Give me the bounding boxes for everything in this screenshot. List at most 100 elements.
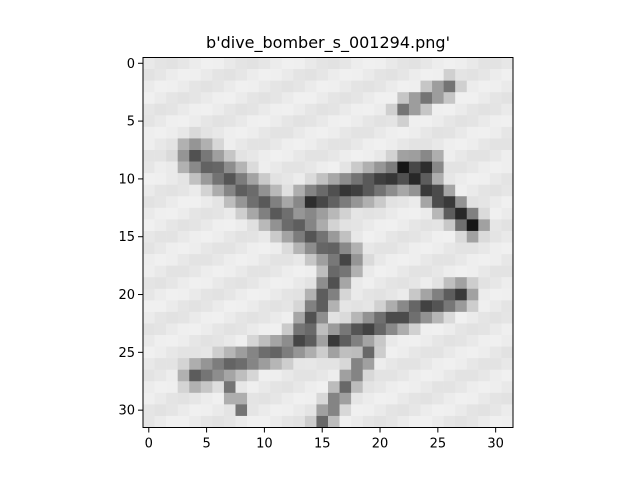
image-pixel [501, 288, 514, 301]
image-pixel [385, 277, 398, 290]
image-pixel [489, 254, 502, 266]
image-pixel [177, 381, 190, 394]
image-pixel [501, 254, 514, 266]
image-pixel [339, 161, 352, 174]
image-pixel [489, 277, 502, 290]
image-pixel [489, 265, 502, 278]
image-pixel [432, 161, 444, 174]
image-pixel [385, 138, 398, 151]
image-pixel [408, 335, 421, 347]
image-pixel [200, 57, 213, 70]
image-pixel [304, 161, 317, 174]
image-pixel [374, 415, 387, 428]
image-pixel [258, 300, 271, 313]
image-pixel [420, 126, 433, 139]
image-pixel [432, 69, 444, 81]
image-pixel [351, 92, 363, 105]
image-pixel [304, 103, 317, 116]
image-pixel [489, 103, 502, 116]
image-pixel [223, 126, 236, 139]
image-pixel [478, 311, 491, 324]
image-pixel [223, 196, 236, 209]
image-pixel [420, 369, 433, 382]
image-pixel [293, 404, 306, 417]
image-pixel [397, 230, 410, 243]
image-pixel [466, 207, 479, 220]
image-pixel [362, 207, 375, 220]
image-pixel [189, 300, 202, 313]
image-pixel [432, 207, 444, 220]
image-pixel [478, 138, 491, 151]
image-pixel [385, 92, 398, 105]
image-pixel [143, 219, 155, 232]
image-pixel [281, 369, 294, 382]
image-pixel [443, 300, 456, 313]
image-pixel [432, 57, 444, 70]
image-pixel [420, 161, 433, 174]
image-pixel [385, 323, 398, 336]
image-pixel [247, 346, 259, 359]
image-pixel [154, 392, 167, 405]
image-pixel [489, 57, 502, 70]
image-pixel [328, 57, 340, 70]
image-pixel [293, 242, 306, 255]
image-pixel [420, 69, 433, 81]
image-pixel [304, 288, 317, 301]
image-pixel [397, 150, 410, 162]
image-pixel [339, 138, 352, 151]
image-pixel [235, 115, 248, 128]
image-pixel [420, 381, 433, 394]
image-pixel [408, 265, 421, 278]
image-pixel [351, 311, 363, 324]
image-pixel [432, 173, 444, 185]
image-pixel [501, 265, 514, 278]
image-pixel [270, 404, 283, 417]
image-pixel [247, 392, 259, 405]
image-pixel [189, 92, 202, 105]
image-pixel [432, 265, 444, 278]
image-pixel [408, 300, 421, 313]
image-pixel [293, 150, 306, 162]
image-pixel [489, 80, 502, 93]
image-pixel [501, 196, 514, 209]
image-pixel [478, 115, 491, 128]
image-pixel [489, 392, 502, 405]
image-pixel [362, 57, 375, 70]
image-pixel [235, 80, 248, 93]
image-pixel [478, 207, 491, 220]
image-pixel [281, 277, 294, 290]
image-pixel [177, 288, 190, 301]
y-axis: 0 5 10 15 20 25 30 [118, 57, 143, 419]
image-pixel [328, 335, 340, 347]
image-pixel [143, 415, 155, 428]
image-pixel [316, 392, 329, 405]
image-pixel [189, 242, 202, 255]
image-pixel [466, 369, 479, 382]
image-pixel [223, 69, 236, 81]
image-pixel [293, 92, 306, 105]
image-pixel [247, 115, 259, 128]
image-pixel [374, 150, 387, 162]
image-pixel [212, 103, 225, 116]
image-pixel [316, 115, 329, 128]
image-pixel [455, 277, 468, 290]
image-pixel [420, 92, 433, 105]
image-pixel [478, 242, 491, 255]
image-pixel [455, 265, 468, 278]
image-pixel [466, 138, 479, 151]
image-pixel [189, 323, 202, 336]
image-pixel [328, 150, 340, 162]
image-pixel [501, 242, 514, 255]
image-pixel [154, 196, 167, 209]
image-pixel [339, 242, 352, 255]
image-pixel [455, 57, 468, 70]
image-pixel [223, 288, 236, 301]
image-pixel [235, 69, 248, 81]
image-pixel [316, 415, 329, 428]
image-pixel [316, 138, 329, 151]
image-pixel [420, 184, 433, 197]
image-pixel [374, 80, 387, 93]
image-pixel [328, 254, 340, 266]
image-pixel [432, 219, 444, 232]
image-pixel [200, 196, 213, 209]
